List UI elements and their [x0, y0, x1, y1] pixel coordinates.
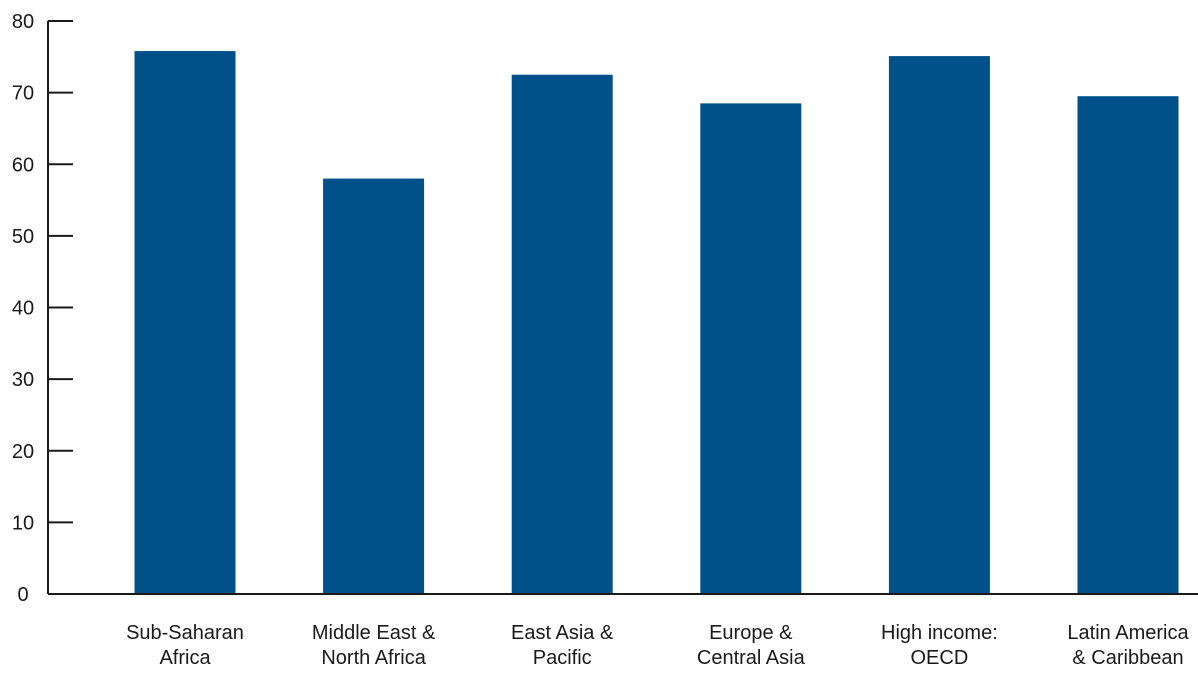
bar [888, 56, 990, 594]
x-tick-label-line: Latin America [1067, 622, 1189, 644]
y-tick-label: 10 [12, 512, 34, 534]
bar [1077, 96, 1179, 595]
x-tick-label-line: Africa [159, 647, 211, 669]
y-tick-label: 20 [12, 441, 34, 463]
y-axis: 0 10 20 30 40 50 60 70 80 [12, 11, 73, 606]
x-tick-label: High income: OECD [881, 622, 998, 669]
bar [323, 178, 425, 594]
x-tick-label: Europe & Central Asia [697, 622, 806, 669]
x-tick-label: East Asia & Pacific [511, 622, 614, 669]
x-tick-label-line: Middle East & [312, 622, 436, 644]
y-tick-label: 30 [12, 369, 34, 391]
y-tick-label: 80 [12, 11, 34, 33]
x-tick-label-line: Central Asia [697, 647, 806, 669]
x-tick-label: Sub-Saharan Africa [126, 622, 244, 669]
bar [511, 74, 613, 594]
y-tick-label: 40 [12, 298, 34, 320]
x-tick-label-line: Europe & [709, 622, 793, 644]
bar [700, 103, 802, 595]
y-tick-label: 70 [12, 83, 34, 105]
x-tick-label: Latin America & Caribbean [1067, 622, 1189, 669]
x-tick-label-line: High income: [881, 622, 998, 644]
x-tick-label-line: & Caribbean [1072, 647, 1183, 669]
y-tick-label: 60 [12, 154, 34, 176]
y-tick-label: 50 [12, 226, 34, 248]
bars [134, 51, 1179, 595]
x-axis: Sub-Saharan Africa Middle East & North Afri… [48, 593, 1198, 669]
x-tick-label: Middle East & North Africa [312, 622, 436, 669]
x-tick-label-line: North Africa [321, 647, 426, 669]
x-tick-label-line: Sub-Saharan [126, 622, 244, 644]
y-tick-label: 0 [17, 584, 28, 606]
x-tick-label-line: OECD [911, 647, 969, 669]
x-tick-label-line: Pacific [533, 647, 592, 669]
bar [134, 51, 236, 594]
x-tick-label-line: East Asia & [511, 622, 614, 644]
